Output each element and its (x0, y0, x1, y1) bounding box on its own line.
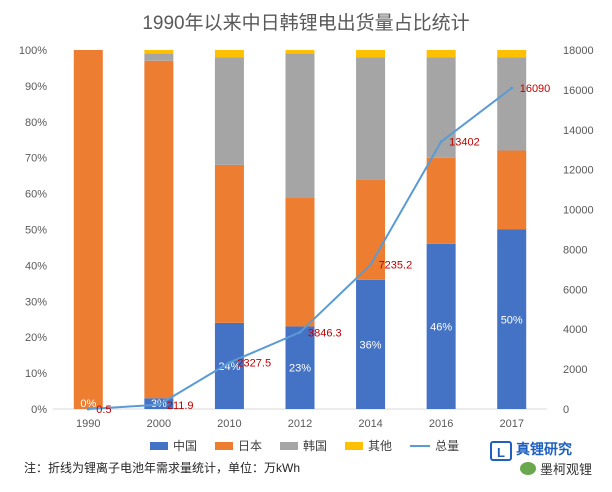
wechat-account: 墨柯观锂 (520, 459, 592, 478)
y-left-tick-label: 100% (19, 45, 47, 57)
legend-label-other: 其他 (368, 439, 393, 453)
x-tick-label: 2017 (499, 418, 523, 430)
legend-item-other: 其他 (345, 437, 392, 454)
bar-segment-china (497, 229, 527, 409)
data-label-total: 0.5 (96, 404, 111, 416)
legend-label-total: 总量 (435, 439, 460, 453)
data-label-total: 3846.3 (308, 327, 342, 339)
wechat-icon (520, 462, 536, 475)
legend-item-china: 中国 (150, 437, 197, 454)
bar-segment-korea (144, 53, 174, 61)
x-tick-label: 2012 (288, 418, 312, 430)
bar-segment-japan (73, 50, 103, 409)
y-left-tick-label: 60% (25, 189, 47, 201)
data-label-total: 7235.2 (379, 260, 413, 272)
y-left-tick-label: 50% (25, 225, 47, 237)
legend-item-japan: 日本 (215, 437, 262, 454)
chart-title: 1990年以来中日韩锂电出货量占比统计 (142, 13, 470, 34)
bar-segment-other (214, 50, 244, 58)
y-left-tick-label: 0% (31, 404, 47, 416)
total-point (510, 86, 514, 90)
wechat-name: 墨柯观锂 (540, 462, 593, 477)
bar-segment-korea (356, 57, 386, 180)
legend-label-japan: 日本 (238, 439, 263, 453)
y-right-tick-label: 6000 (563, 284, 587, 296)
y-right-tick-label: 10000 (563, 205, 594, 217)
x-tick-label: 2014 (358, 418, 382, 430)
bar-segment-other (497, 50, 527, 58)
total-point (369, 263, 373, 267)
brand-name: 真锂研究 (516, 441, 572, 457)
total-point (227, 361, 231, 365)
x-tick-label: 2000 (147, 418, 171, 430)
data-label-total: 211.9 (167, 400, 194, 412)
legend-swatch-china (150, 441, 168, 450)
bar-segment-korea (285, 53, 315, 198)
bar-segment-china (426, 243, 456, 409)
y-right-tick-label: 16000 (563, 85, 594, 97)
legend-swatch-japan (215, 441, 234, 450)
bar-segment-korea (497, 57, 527, 151)
y-right-tick-label: 14000 (563, 125, 594, 137)
total-point (298, 330, 302, 334)
y-left-tick-label: 80% (25, 117, 47, 129)
data-label-china: 36% (360, 339, 382, 351)
data-label-china: 46% (430, 321, 452, 333)
y-right-tick-label: 18000 (563, 45, 594, 57)
data-label-total: 2327.5 (237, 358, 271, 370)
bar-segment-japan (214, 164, 244, 323)
total-point (157, 403, 161, 407)
y-left-tick-label: 90% (25, 81, 47, 93)
legend-swatch-other (345, 441, 364, 450)
bar-segment-other (144, 50, 174, 54)
legend-label-korea: 韩国 (303, 439, 328, 453)
data-label-china: 0% (80, 398, 96, 410)
bar-segment-japan (285, 197, 315, 327)
brand-logo: L 真锂研究 墨柯观锂 (490, 437, 608, 487)
bar-segment-china (214, 322, 244, 409)
data-label-total: 13402 (449, 137, 480, 149)
bar-segment-china (356, 279, 386, 409)
y-right-tick-label: 8000 (563, 244, 587, 256)
y-right-tick-label: 0 (563, 404, 569, 416)
chart-note: 注：折线为锂离子电池年需求量统计，单位：万kWh (24, 461, 301, 475)
brand-mark-icon: L (490, 441, 512, 461)
bar-segment-other (426, 50, 456, 58)
legend-label-china: 中国 (173, 439, 198, 453)
total-point (86, 407, 90, 411)
y-left-tick-label: 40% (25, 260, 47, 272)
legend-swatch-total (410, 444, 431, 447)
data-label-china: 23% (289, 363, 311, 375)
y-left-tick-label: 10% (25, 368, 47, 380)
data-label-china: 50% (501, 314, 523, 326)
bar-segment-japan (426, 157, 456, 244)
x-tick-label: 2016 (429, 418, 453, 430)
y-left-tick-label: 20% (25, 332, 47, 344)
legend-swatch-korea (280, 441, 299, 450)
legend-item-korea: 韩国 (280, 437, 327, 454)
y-left-tick-label: 70% (25, 153, 47, 165)
bar-segment-other (285, 50, 315, 54)
total-point (439, 140, 443, 144)
y-right-tick-label: 2000 (563, 364, 587, 376)
bar-segment-japan (497, 150, 527, 230)
data-label-china: 24% (218, 361, 240, 373)
legend-item-total: 总量 (410, 437, 459, 454)
data-label-total: 16090 (520, 83, 551, 95)
chart-legend: 中国 日本 韩国 其他 总量 (150, 437, 459, 454)
x-tick-label: 1990 (76, 418, 100, 430)
bar-segment-japan (144, 60, 174, 399)
y-right-tick-label: 4000 (563, 324, 587, 336)
y-right-tick-label: 12000 (563, 165, 594, 177)
x-tick-label: 2010 (217, 418, 241, 430)
bar-segment-china (285, 326, 315, 409)
bar-segment-other (356, 50, 386, 58)
y-left-tick-label: 30% (25, 296, 47, 308)
bar-segment-korea (214, 57, 244, 165)
